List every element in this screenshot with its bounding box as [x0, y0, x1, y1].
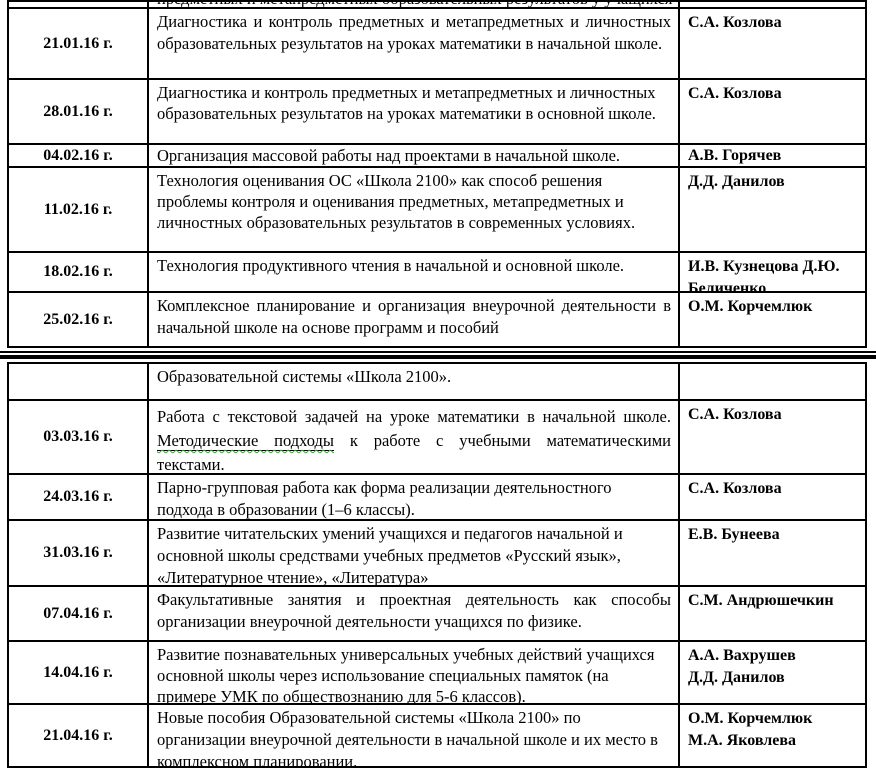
topic-cell: Комплексное планирование и организация в… — [149, 293, 680, 346]
presenter-cell: Д.Д. Данилов — [680, 168, 865, 251]
presenter-line: Е.В. Бунеева — [688, 526, 780, 543]
table-row: 21.01.16 г. Диагностика и контроль предм… — [9, 9, 865, 80]
clipped-text: предметных и метапредметных образователь… — [157, 2, 672, 7]
presenter-line: Д.Д. Данилов — [688, 669, 785, 686]
date-cell: 03.03.16 г. — [9, 401, 149, 473]
presenter-cell: О.М. Корчемлюк — [680, 293, 865, 346]
presenter-line: С.А. Козлова — [688, 85, 782, 102]
table-row: 03.03.16 г. Работа с текстовой задачей н… — [9, 401, 865, 475]
presenter-cell: Е.В. Бунеева — [680, 521, 865, 585]
presenter-line: И.В. Кузнецова Д.Ю. — [688, 258, 840, 275]
table-row: 11.02.16 г. Технология оценивания ОС «Шк… — [9, 168, 865, 253]
topic-cell: Организация массовой работы над проектам… — [149, 145, 680, 166]
page-break-separator — [0, 351, 876, 359]
presenter-cell: С.А. Козлова — [680, 9, 865, 78]
table-row: 21.04.16 г. Новые пособия Образовательно… — [9, 705, 865, 766]
presenter-line: С.М. Андрюшечкин — [688, 592, 834, 609]
presenter-cell: И.В. Кузнецова Д.Ю. Беличенко — [680, 253, 865, 291]
date-cell: 18.02.16 г. — [9, 253, 149, 291]
date-cell: 25.02.16 г. — [9, 293, 149, 346]
date-cell: 24.03.16 г. — [9, 475, 149, 519]
topic-cell: Технология оценивания ОС «Школа 2100» ка… — [149, 168, 680, 251]
presenter-cell: О.М. Корчемлюк М.А. Яковлева — [680, 705, 865, 766]
topic-cell: Развитие читательских умений учащихся и … — [149, 521, 680, 585]
date-cell — [9, 364, 149, 399]
presenter-cell: А.А. Вахрушев Д.Д. Данилов — [680, 642, 865, 703]
presenter-line: С.А. Козлова — [688, 480, 782, 497]
table-row: Образовательной системы «Школа 2100». — [9, 364, 865, 401]
presenter-line: С.А. Козлова — [688, 14, 782, 31]
table-row: 24.03.16 г. Парно-групповая работа как ф… — [9, 475, 865, 521]
table-row: 18.02.16 г. Технология продуктивного чте… — [9, 253, 865, 293]
date-cell: 07.04.16 г. — [9, 587, 149, 640]
date-cell: 21.01.16 г. — [9, 9, 149, 78]
table-row: 28.01.16 г. Диагностика и контроль предм… — [9, 80, 865, 145]
topic-cell: Технология продуктивного чтения в началь… — [149, 253, 680, 291]
presenter-cell: А.В. Горячев — [680, 145, 865, 166]
schedule-table-1: предметных и метапредметных образователь… — [7, 0, 867, 348]
date-cell — [9, 2, 149, 7]
table-row: 04.02.16 г. Организация массовой работы … — [9, 145, 865, 168]
presenter-line: А.В. Горячев — [688, 147, 782, 164]
presenter-line: О.М. Корчемлюк — [688, 298, 813, 315]
date-cell: 21.04.16 г. — [9, 705, 149, 766]
date-cell: 28.01.16 г. — [9, 80, 149, 143]
topic-cell: предметных и метапредметных образователь… — [149, 2, 680, 7]
presenter-cell: С.А. Козлова — [680, 475, 865, 519]
table-row: 25.02.16 г. Комплексное планирование и о… — [9, 293, 865, 346]
page-break-thin-rule — [0, 351, 876, 353]
presenter-line: С.А. Козлова — [688, 406, 782, 423]
topic-cell: Диагностика и контроль предметных и мета… — [149, 9, 680, 78]
topic-cell: Работа с текстовой задачей на уроке мате… — [149, 401, 680, 473]
date-cell: 14.04.16 г. — [9, 642, 149, 703]
schedule-table-2: Образовательной системы «Школа 2100». 03… — [7, 362, 867, 768]
topic-cell: Парно-групповая работа как форма реализа… — [149, 475, 680, 519]
presenter-line: О.М. Корчемлюк — [688, 710, 813, 727]
date-cell: 31.03.16 г. — [9, 521, 149, 585]
presenter-line: А.А. Вахрушев — [688, 647, 796, 664]
presenter-cell — [680, 2, 865, 7]
topic-cell: Факультативные занятия и проектная деяте… — [149, 587, 680, 640]
topic-cell: Образовательной системы «Школа 2100». — [149, 364, 680, 399]
table-row: 31.03.16 г. Развитие читательских умений… — [9, 521, 865, 587]
date-cell: 11.02.16 г. — [9, 168, 149, 251]
grammar-underlined-phrase: Методические подходы — [157, 431, 335, 451]
presenter-line: Беличенко — [688, 280, 767, 291]
topic-text: к работе с учебными математическими текс… — [157, 431, 671, 473]
presenter-cell: С.А. Козлова — [680, 401, 865, 473]
presenter-cell: С.М. Андрюшечкин — [680, 587, 865, 640]
presenter-line: Д.Д. Данилов — [688, 173, 785, 190]
topic-cell: Новые пособия Образовательной системы «Ш… — [149, 705, 680, 766]
presenter-line: М.А. Яковлева — [688, 732, 796, 749]
page-break-thick-rule — [0, 355, 876, 359]
table-row: 07.04.16 г. Факультативные занятия и про… — [9, 587, 865, 642]
table-row-clipped: предметных и метапредметных образователь… — [9, 2, 865, 9]
presenter-cell — [680, 364, 865, 399]
date-cell: 04.02.16 г. — [9, 145, 149, 166]
topic-cell: Диагностика и контроль предметных и мета… — [149, 80, 680, 143]
topic-text: Работа с текстовой задачей на уроке мате… — [157, 407, 671, 426]
presenter-cell: С.А. Козлова — [680, 80, 865, 143]
table-row: 14.04.16 г. Развитие познавательных унив… — [9, 642, 865, 705]
topic-cell: Развитие познавательных универсальных уч… — [149, 642, 680, 703]
